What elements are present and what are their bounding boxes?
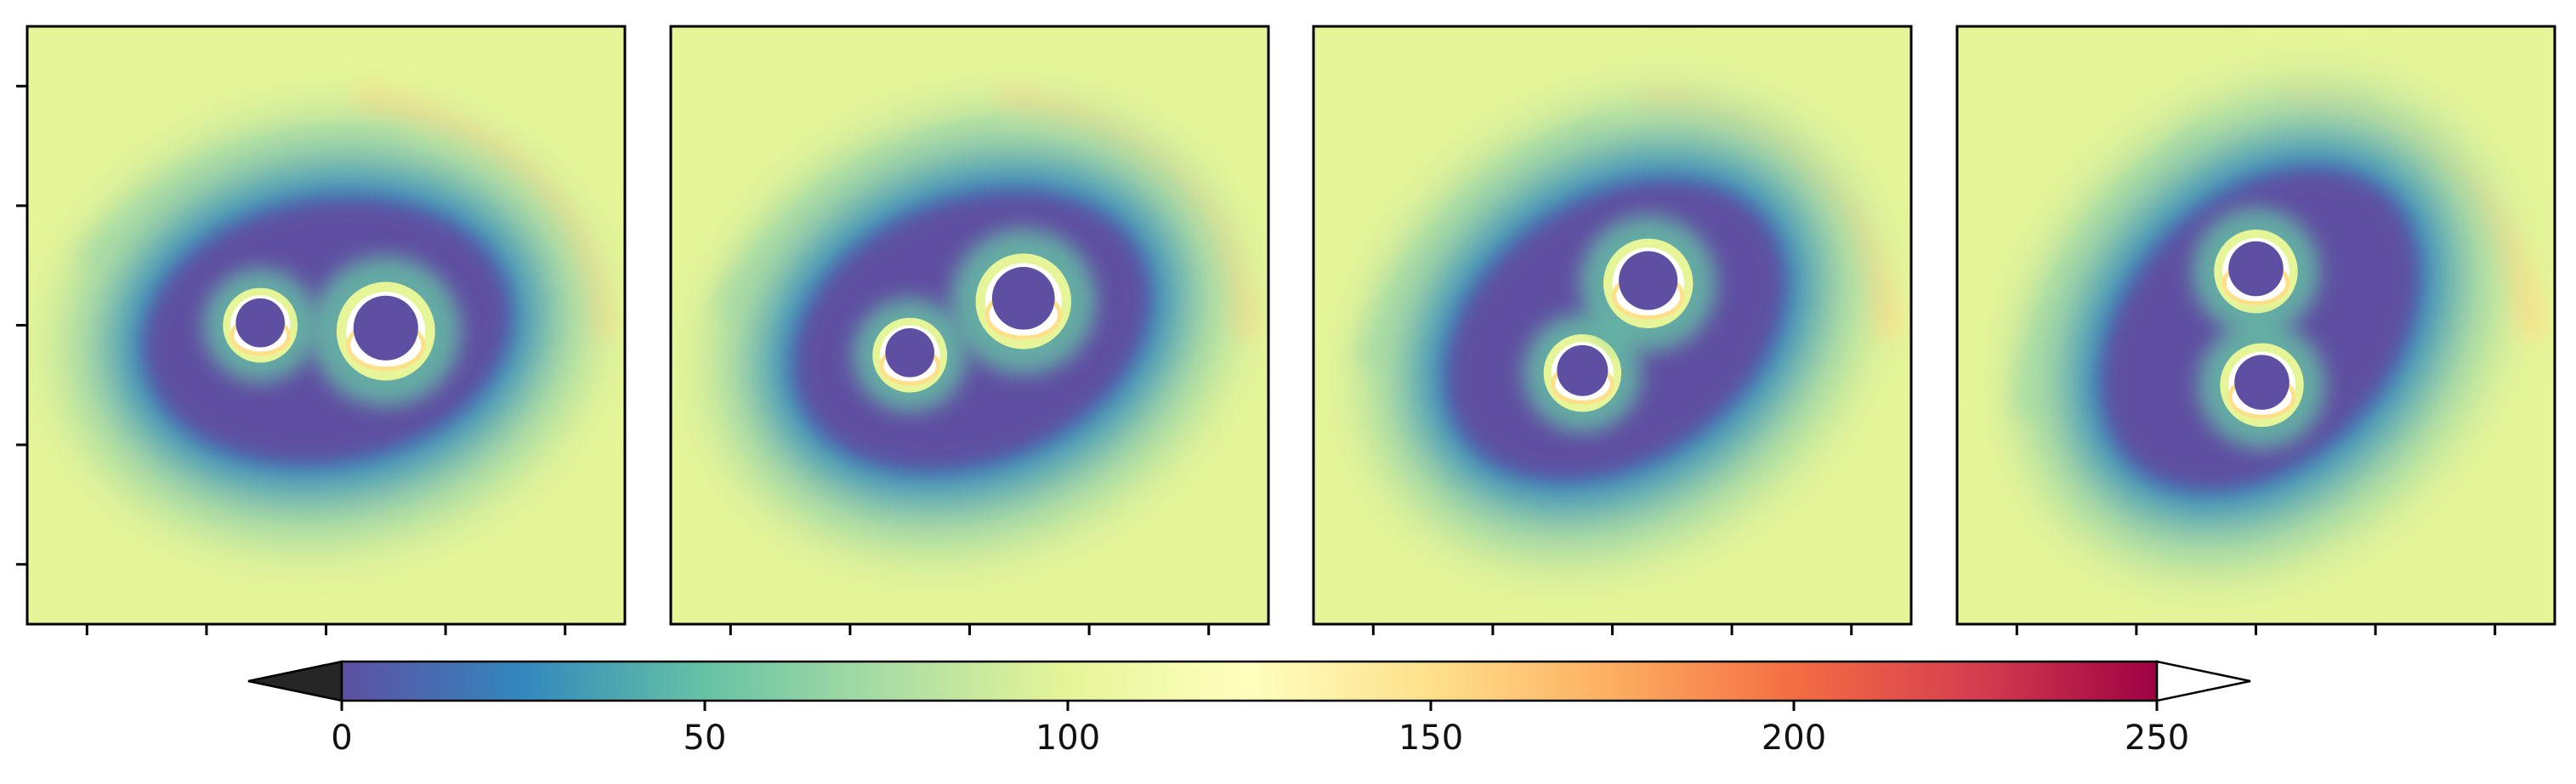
colorbar-tick-label: 100 (1036, 719, 1100, 758)
black-hole-1 (2228, 241, 2284, 297)
colorbar-tick-label: 50 (684, 719, 727, 758)
density-spiral-arm (74, 128, 400, 277)
black-hole-1 (235, 298, 285, 348)
black-hole-1 (885, 328, 935, 378)
density-spiral-arm (708, 117, 1006, 326)
colorbar: 0 50 100 150 200 250 (247, 660, 2251, 758)
colorbar-tick-label: 250 (2125, 719, 2189, 758)
black-hole-2 (353, 295, 418, 361)
colorbar-over-extend (2155, 660, 2251, 702)
density-spiral-arm (1353, 116, 1611, 373)
panel-2 (669, 25, 1270, 635)
colorbar-tick-label: 0 (331, 719, 352, 758)
panel-3 (1312, 25, 1913, 635)
colorbar-tick-label: 200 (1762, 719, 1826, 758)
colorbar-tick-label: 150 (1399, 719, 1463, 758)
colorbar-gradient (340, 660, 2159, 702)
density-spiral-arm (2010, 123, 2218, 420)
colorbar-under-extend (247, 660, 343, 702)
black-hole-1 (1557, 344, 1609, 396)
panels (16, 25, 2556, 635)
panel-1 (16, 25, 627, 635)
panel-4 (1955, 25, 2556, 635)
black-hole-2 (2234, 355, 2289, 410)
black-hole-2 (991, 266, 1055, 330)
black-hole-2 (1619, 251, 1678, 310)
